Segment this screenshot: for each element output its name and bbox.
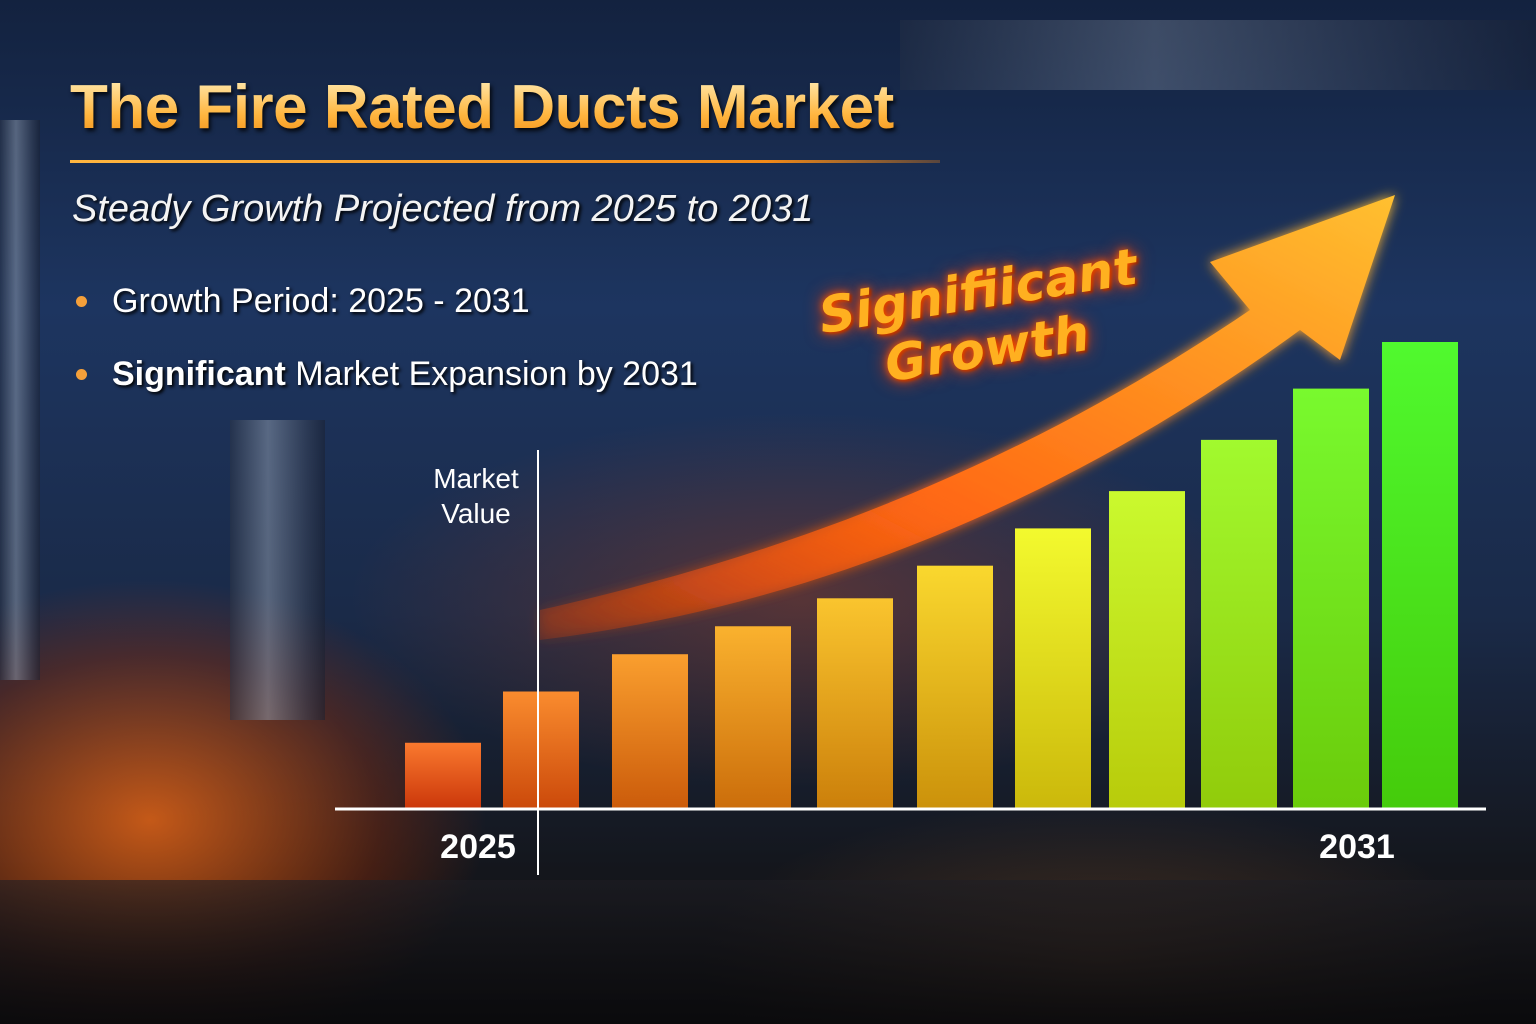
bar-1 [405,742,481,808]
bullet-market-expansion: Significant Market Expansion by 2031 [76,355,698,394]
bar-4 [715,626,791,808]
bar-10 [1293,388,1369,808]
bullet-label: Growth Period: [112,282,339,320]
background-pipe [230,420,325,720]
bullet-dot-icon [76,296,87,307]
bar-11 [1382,342,1458,808]
bullet-growth-period: Growth Period: 2025 - 2031 [76,282,530,321]
page-title: The Fire Rated Ducts Market [70,73,894,142]
bars-group [405,342,1458,808]
bar-9 [1201,439,1277,808]
bar-5 [817,598,893,808]
bullet-label: Significant [112,355,286,393]
bar-3 [612,654,688,808]
bullet-dot-icon [76,369,87,380]
x-tick-label-end: 2031 [1319,828,1395,866]
bar-2 [503,691,579,808]
bullet-text: 2025 - 2031 [338,282,530,320]
page-subtitle: Steady Growth Projected from 2025 to 203… [72,188,814,230]
background-pipe [0,120,40,680]
x-tick-label-start: 2025 [440,828,516,866]
y-axis-label-line1: Market [433,463,519,494]
bar-7 [1015,528,1091,808]
floor [0,880,1536,1024]
title-underline [70,160,940,163]
background-pipe [900,20,1536,90]
bullet-text: Market Expansion by 2031 [285,355,698,393]
y-axis-label-line2: Value [441,498,511,529]
bar-6 [917,565,993,808]
trend-arrow [540,195,1395,640]
bar-8 [1109,491,1185,808]
